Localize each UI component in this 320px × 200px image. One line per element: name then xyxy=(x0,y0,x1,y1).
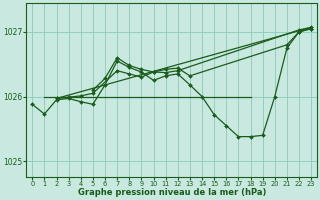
X-axis label: Graphe pression niveau de la mer (hPa): Graphe pression niveau de la mer (hPa) xyxy=(77,188,266,197)
